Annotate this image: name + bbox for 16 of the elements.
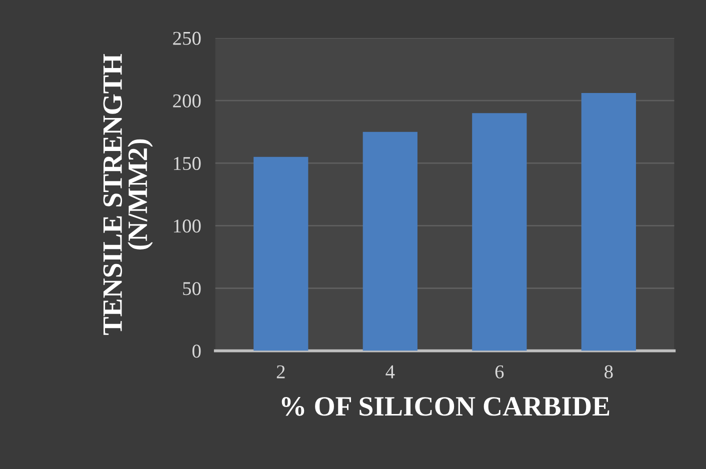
x-tick-label: 4 bbox=[386, 365, 395, 378]
y-tick-label: 0 bbox=[192, 344, 201, 358]
x-axis-title: % OF SILICON CARBIDE bbox=[282, 397, 610, 416]
bar bbox=[362, 132, 418, 351]
y-tick-label: 200 bbox=[173, 94, 201, 108]
x-tick-label: 2 bbox=[276, 365, 285, 378]
x-tick-label: 8 bbox=[604, 365, 613, 378]
y-tick-label: 100 bbox=[174, 220, 201, 233]
y-tick-label: 150 bbox=[174, 156, 201, 170]
bar bbox=[254, 156, 308, 351]
bar bbox=[581, 93, 636, 351]
bar bbox=[472, 113, 527, 351]
y-axis-title: TENSILE STRENGTH (N/MM2) bbox=[103, 54, 153, 335]
y-tick-label: 50 bbox=[183, 282, 201, 296]
x-tick-label: 6 bbox=[495, 365, 504, 378]
y-tick-label: 250 bbox=[173, 32, 201, 45]
